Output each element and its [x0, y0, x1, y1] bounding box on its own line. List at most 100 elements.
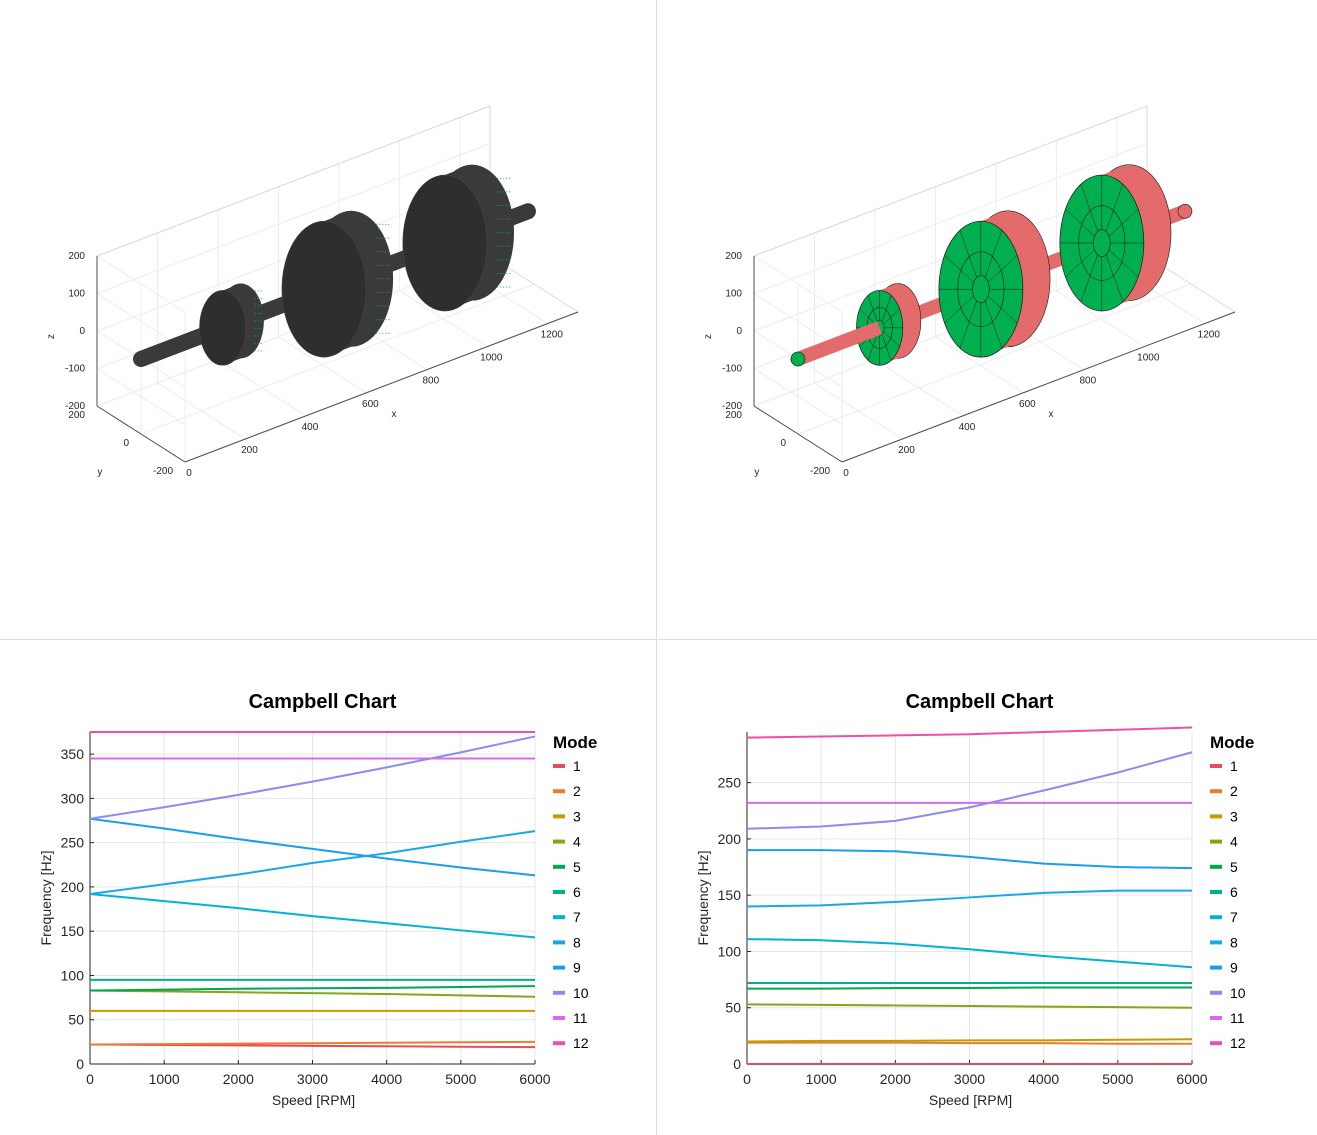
- z-tick-label: 100: [725, 289, 742, 300]
- y-tick-label: 50: [725, 1000, 741, 1016]
- legend-label-mode-4: 4: [573, 834, 581, 850]
- shaft-end: [790, 351, 806, 367]
- rotor-model-view-mesh: 0 200 400 600 800 1000 1200 -200 0 200 -200 -100 0 10…: [657, 0, 1317, 639]
- legend-label-mode-8: 8: [573, 934, 581, 950]
- y-tick-label: 200: [68, 410, 85, 421]
- box-edge: [753, 105, 1148, 257]
- y-tick-label: 100: [61, 967, 85, 983]
- shaft-end: [1177, 204, 1193, 219]
- series-line-mode-9: [89, 817, 536, 877]
- y-tick-label: 300: [61, 790, 85, 806]
- shaft-end: [133, 351, 149, 367]
- z-tick-label: 100: [68, 289, 85, 300]
- campbell-chart-svg: 0 1000 2000 3000 4000 5000 6000 0 50 100 150 200 250…: [38, 691, 597, 1108]
- legend-label-mode-6: 6: [573, 884, 581, 900]
- chart-title: Campbell Chart: [249, 691, 397, 713]
- series-line-mode-7: [746, 938, 1193, 969]
- x-tick-label: 1000: [149, 1071, 180, 1087]
- legend-label-mode-1: 1: [573, 758, 581, 774]
- mesh-edge: [984, 300, 1003, 349]
- series-line-mode-10: [89, 735, 536, 820]
- mesh-edge: [1105, 254, 1124, 303]
- grid-line: [140, 283, 535, 435]
- series-line-mode-3: [746, 1038, 1193, 1043]
- y-axis-label: y: [97, 467, 102, 478]
- mesh-edge: [1065, 208, 1095, 237]
- y-tick-label: 250: [718, 775, 742, 791]
- x-tick-label: 1000: [1137, 353, 1160, 364]
- chart-title: Campbell Chart: [906, 691, 1054, 713]
- legend-label-mode-5: 5: [1230, 859, 1238, 875]
- x-tick-label: 4000: [371, 1071, 402, 1087]
- x-tick-label: 0: [86, 1071, 94, 1087]
- campbell-chart-right: 0 1000 2000 3000 4000 5000 6000 0 50 100 150 200 250…: [657, 640, 1317, 1135]
- y-tick-label: 100: [718, 943, 742, 959]
- mesh-edge: [883, 308, 900, 325]
- legend-label-mode-8: 8: [1230, 934, 1238, 950]
- y-tick-label: 0: [780, 438, 786, 449]
- disk-front-face: [281, 220, 367, 358]
- series-line-mode-5: [89, 985, 536, 992]
- y-tick-label: 200: [61, 879, 85, 895]
- legend-label-mode-1: 1: [1230, 758, 1238, 774]
- mesh-edge: [881, 334, 892, 361]
- y-tick-label: -200: [153, 466, 173, 477]
- x-axis-label: Speed [RPM]: [929, 1092, 1012, 1108]
- legend-label-mode-11: 11: [1230, 1010, 1245, 1026]
- x-tick-label: 200: [241, 445, 258, 456]
- y-axis-line: [753, 405, 843, 463]
- mesh-edge: [883, 331, 900, 347]
- z-tick-label: -100: [65, 364, 85, 375]
- mesh-edge: [867, 334, 878, 361]
- legend-label-mode-2: 2: [1230, 783, 1238, 799]
- series-line-mode-10: [746, 751, 1193, 830]
- grid-line: [797, 283, 1192, 435]
- legend-label-mode-5: 5: [573, 859, 581, 875]
- mesh-edge: [959, 230, 977, 278]
- legend-label-mode-3: 3: [1230, 808, 1238, 824]
- y-tick-label: 250: [61, 835, 85, 851]
- mesh-edge: [1108, 208, 1139, 237]
- x-axis-line: [841, 311, 1236, 463]
- legend-title: Mode: [553, 733, 597, 752]
- legend-label-mode-2: 2: [573, 783, 581, 799]
- x-axis-label: Speed [RPM]: [272, 1092, 355, 1108]
- y-axis-line: [96, 405, 186, 463]
- x-tick-label: 5000: [1102, 1071, 1133, 1087]
- horizontal-divider: [0, 639, 1317, 640]
- z-axis-label: z: [46, 334, 57, 339]
- box-edge: [96, 105, 491, 257]
- vertical-divider: [656, 0, 657, 1135]
- mesh-edge: [1080, 184, 1098, 232]
- mesh-edge: [944, 295, 974, 324]
- series-line-mode-8: [746, 889, 1192, 908]
- x-axis-line: [184, 311, 579, 463]
- grid-line: [96, 143, 491, 294]
- series-line-mode-7: [89, 893, 536, 939]
- disk-front-face: [402, 174, 488, 312]
- campbell-chart-svg: 0 1000 2000 3000 4000 5000 6000 0 50 100 150 200 250…: [695, 691, 1254, 1108]
- x-tick-label: 3000: [297, 1071, 328, 1087]
- x-tick-label: 0: [186, 468, 192, 479]
- mesh-edge: [1108, 249, 1139, 278]
- z-tick-label: 0: [736, 326, 742, 337]
- grid-line: [753, 143, 1148, 294]
- legend-label-mode-12: 12: [1230, 1035, 1246, 1051]
- x-tick-label: 1000: [806, 1071, 837, 1087]
- x-axis-label: x: [1049, 409, 1054, 420]
- mesh-edge: [1065, 249, 1095, 278]
- legend-label-mode-11: 11: [573, 1010, 588, 1026]
- z-tick-label: 0: [79, 326, 85, 337]
- x-tick-label: 3000: [954, 1071, 985, 1087]
- x-tick-label: 200: [898, 445, 915, 456]
- x-tick-label: 4000: [1028, 1071, 1059, 1087]
- y-tick-label: 350: [61, 746, 85, 762]
- x-tick-label: 400: [959, 422, 976, 433]
- y-tick-label: 0: [733, 1056, 741, 1072]
- mesh-edge: [1105, 184, 1124, 232]
- z-tick-label: -200: [65, 401, 85, 412]
- rotor-model-view-dark: 0 200 400 600 800 1000 1200 -200 0 200 -200 -100 0 10…: [0, 0, 656, 639]
- y-tick-label: 0: [76, 1056, 84, 1072]
- mesh-edge: [1080, 254, 1098, 303]
- y-tick-label: 50: [68, 1012, 84, 1028]
